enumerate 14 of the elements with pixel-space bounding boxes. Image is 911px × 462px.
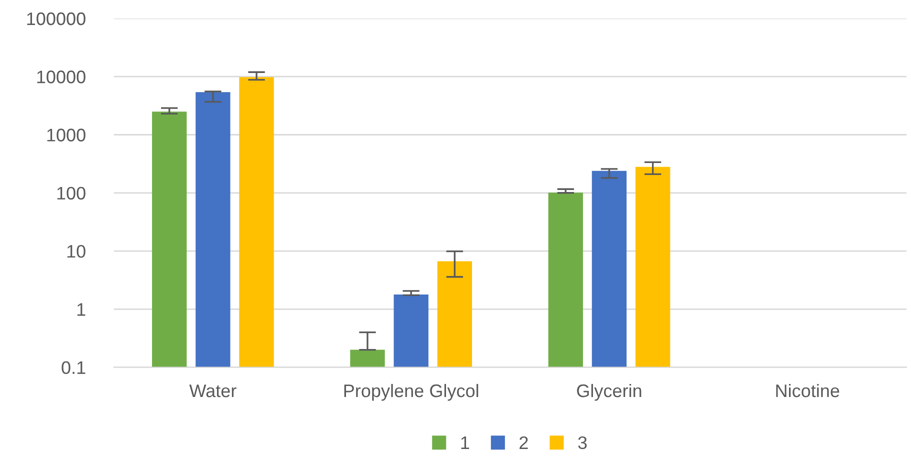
y-tick-label: 10000 — [37, 70, 86, 84]
x-tick-label: Propylene Glycol — [344, 384, 478, 401]
x-tick-label: Water — [189, 384, 236, 398]
legend-label: 1 — [461, 436, 470, 449]
y-tick-label: 0.1 — [62, 361, 86, 374]
y-tick-label: 1000 — [47, 128, 86, 142]
x-tick-label: Glycerin — [577, 384, 642, 401]
x-tick-label: Nicotine — [776, 384, 840, 398]
y-tick-label: 1 — [77, 303, 86, 316]
y-tick-label: 100000 — [27, 12, 86, 26]
y-tick-label: 10 — [67, 244, 86, 258]
y-tick-label: 100 — [57, 186, 86, 200]
legend-label: 3 — [578, 436, 587, 450]
legend-label: 2 — [520, 436, 528, 449]
